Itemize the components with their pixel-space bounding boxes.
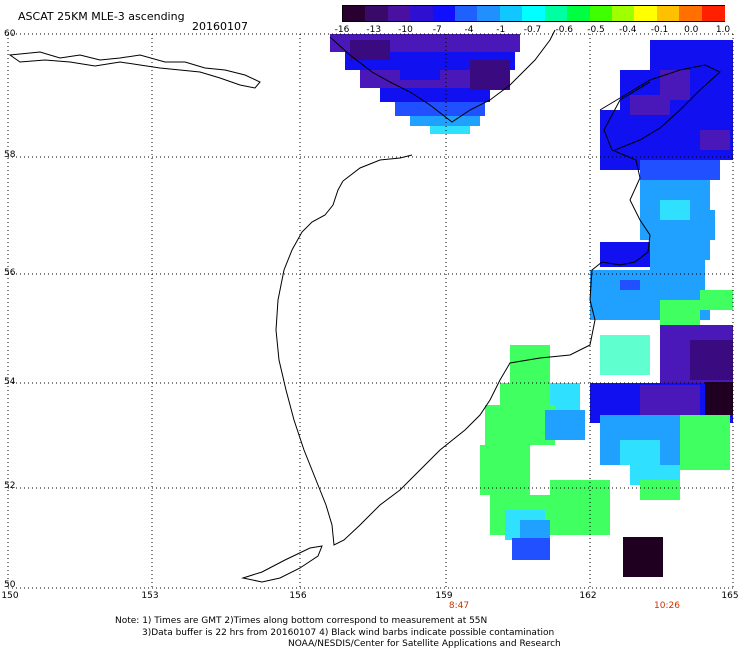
gulf-coastline xyxy=(342,154,413,182)
swath-cell xyxy=(400,60,440,80)
coastline xyxy=(8,29,721,583)
lat-label-60: 60 xyxy=(4,29,16,39)
colorbar-segment xyxy=(679,6,703,21)
swath-cell xyxy=(640,480,680,500)
colorbar-tick-label: -0.5 xyxy=(587,25,605,35)
colorbar-segment xyxy=(365,6,389,21)
swath-cell xyxy=(350,40,390,60)
lat-label-56: 56 xyxy=(4,268,16,278)
northern-cape xyxy=(599,64,721,151)
swath-cell xyxy=(485,405,555,445)
swath-cell xyxy=(395,102,485,116)
colorbar-segment xyxy=(343,6,366,21)
swath-cell xyxy=(430,126,470,134)
lon-label-156: 156 xyxy=(289,591,307,601)
lat-label-52: 52 xyxy=(4,481,16,491)
colorbar-segment xyxy=(410,6,434,21)
colorbar-tick-label: 0.0 xyxy=(684,25,699,35)
colorbar-segment xyxy=(455,6,479,21)
lat-label-58: 58 xyxy=(4,150,16,160)
colorbar-segment xyxy=(522,6,546,21)
colorbar-tick-label: -0.4 xyxy=(618,25,637,35)
sea-of-okhotsk-north-coast xyxy=(329,29,556,123)
swath-cell xyxy=(600,150,640,170)
colorbar-segment xyxy=(544,6,568,21)
colorbar-segment xyxy=(499,6,523,21)
swath-cell xyxy=(380,88,490,102)
colorbar-tick-label: -10 xyxy=(398,25,413,35)
colorbar-tick-label: -1 xyxy=(496,25,506,35)
swath-cell xyxy=(550,480,610,535)
swath-cell xyxy=(512,538,550,560)
colorbar-segment xyxy=(634,6,658,21)
map-title: ASCAT 25KM MLE-3 ascending xyxy=(18,10,185,23)
swath-cell xyxy=(680,415,730,470)
colorbar-tick-label: -0.7 xyxy=(523,25,542,35)
shantar-island xyxy=(241,545,323,583)
swath-cell xyxy=(705,382,733,415)
note-line-3: NOAA/NESDIS/Center for Satellite Applica… xyxy=(288,639,561,649)
swath-cell xyxy=(520,520,550,540)
lon-label-165: 165 xyxy=(721,591,739,601)
colorbar xyxy=(342,5,725,22)
ascat-swaths xyxy=(330,34,733,577)
colorbar-segment xyxy=(611,6,635,21)
swath-cell xyxy=(600,335,650,375)
swath-cell xyxy=(623,537,663,577)
colorbar-tick-label: -16 xyxy=(334,25,350,35)
colorbar-tick-label: -13 xyxy=(366,25,382,35)
colorbar-segment xyxy=(477,6,501,21)
colorbar-tick-label: -7 xyxy=(432,25,442,35)
note-line-1: Note: 1) Times are GMT 2)Times along bot… xyxy=(115,616,488,626)
swath-cell xyxy=(510,345,550,385)
time-label-0847: 8:47 xyxy=(448,601,470,611)
map-date: 20160107 xyxy=(192,20,248,33)
swath-cell xyxy=(470,60,510,90)
swath-cell xyxy=(650,40,733,70)
swath-cell xyxy=(690,340,733,380)
lat-label-54: 54 xyxy=(4,377,16,387)
colorbar-tick-label: -0.6 xyxy=(555,25,574,35)
lon-label-153: 153 xyxy=(141,591,159,601)
colorbar-segment xyxy=(656,6,680,21)
lon-label-162: 162 xyxy=(579,591,597,601)
lon-label-159: 159 xyxy=(435,591,453,601)
colorbar-segment xyxy=(567,6,591,21)
kamchatka-coastline xyxy=(275,81,651,546)
graticule xyxy=(7,33,734,589)
lat-label-50: 50 xyxy=(4,580,16,590)
colorbar-segment xyxy=(432,6,456,21)
swath-cell xyxy=(700,130,730,150)
colorbar-tick-label: -0.1 xyxy=(650,25,669,35)
note-line-2: 3)Data buffer is 22 hrs from 20160107 4)… xyxy=(142,628,555,638)
swath-cell xyxy=(700,290,733,310)
colorbar-segment xyxy=(589,6,613,21)
swath-cell xyxy=(480,445,530,495)
swath-cell xyxy=(650,240,710,260)
time-label-1026: 10:26 xyxy=(654,601,680,611)
swath-cell xyxy=(545,410,585,440)
swath-cell xyxy=(620,440,660,465)
swath-cell xyxy=(660,300,700,325)
swath-cell xyxy=(660,200,690,220)
swath-cell xyxy=(650,260,705,280)
colorbar-segment xyxy=(701,6,725,21)
colorbar-tick-label: -4 xyxy=(464,25,474,35)
swath-cell xyxy=(630,95,670,115)
colorbar-segment xyxy=(387,6,411,21)
colorbar-tick-label: 1.0 xyxy=(715,25,731,35)
swath-cell xyxy=(640,160,720,180)
swath-cell xyxy=(410,116,480,126)
lon-label-150: 150 xyxy=(1,591,19,601)
swath-cell xyxy=(640,385,700,415)
island-1 xyxy=(8,51,261,89)
